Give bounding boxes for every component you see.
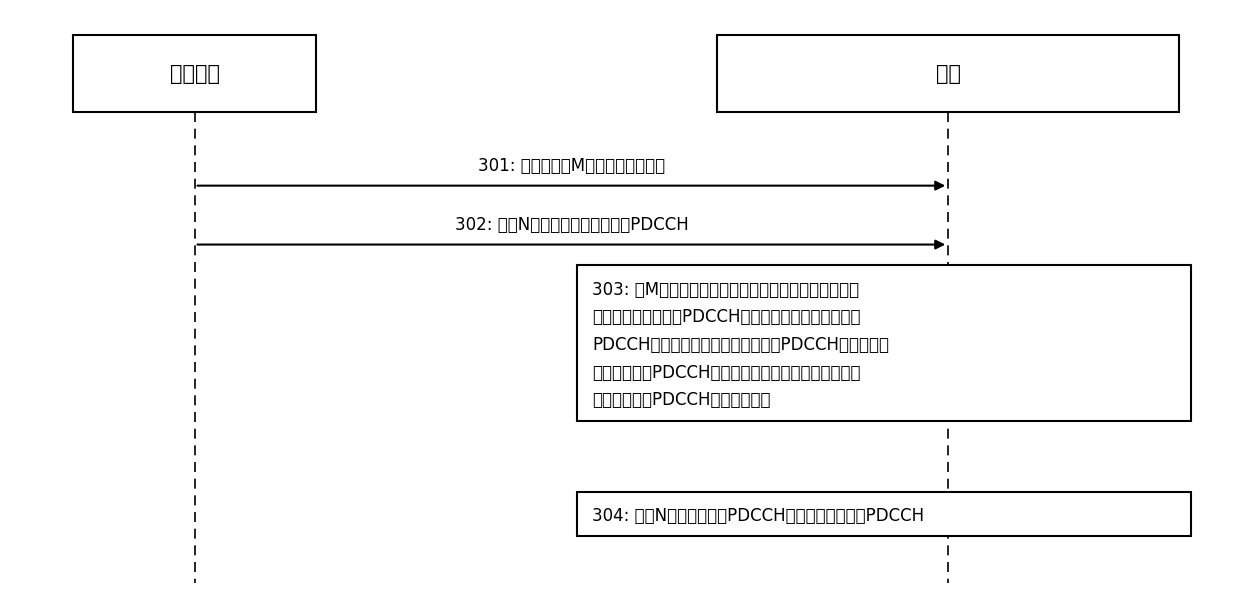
FancyBboxPatch shape [73, 35, 316, 112]
Text: 息和第二待选PDCCH盲检能力信息中的最小值，作为第: 息和第二待选PDCCH盲检能力信息中的最小值，作为第 [591, 364, 861, 382]
Text: 304: 根据N个调度小区的PDCCH盲检能力信息监听PDCCH: 304: 根据N个调度小区的PDCCH盲检能力信息监听PDCCH [591, 507, 924, 525]
Text: PDCCH盲检能力信息，并将第一待选PDCCH盲检能力信: PDCCH盲检能力信息，并将第一待选PDCCH盲检能力信 [591, 336, 889, 354]
Text: 301: 为终端配置M个小区的小区参数: 301: 为终端配置M个小区的小区参数 [477, 157, 665, 175]
Text: 302: 通过N个调度小区向终端发送PDCCH: 302: 通过N个调度小区向终端发送PDCCH [455, 216, 688, 234]
FancyBboxPatch shape [578, 265, 1192, 421]
Text: 网络设备: 网络设备 [170, 64, 219, 84]
Text: 303: 在M个小区的子载波间隔相同的情况下，获取第一: 303: 在M个小区的子载波间隔相同的情况下，获取第一 [591, 281, 859, 299]
FancyBboxPatch shape [717, 35, 1179, 112]
Text: 调度小区的第一待选PDCCH盲检能力信息以及第二待选: 调度小区的第一待选PDCCH盲检能力信息以及第二待选 [591, 308, 861, 326]
Text: 一调度小区的PDCCH盲检能力信息: 一调度小区的PDCCH盲检能力信息 [591, 391, 770, 409]
Text: 终端: 终端 [936, 64, 961, 84]
FancyBboxPatch shape [578, 492, 1192, 536]
